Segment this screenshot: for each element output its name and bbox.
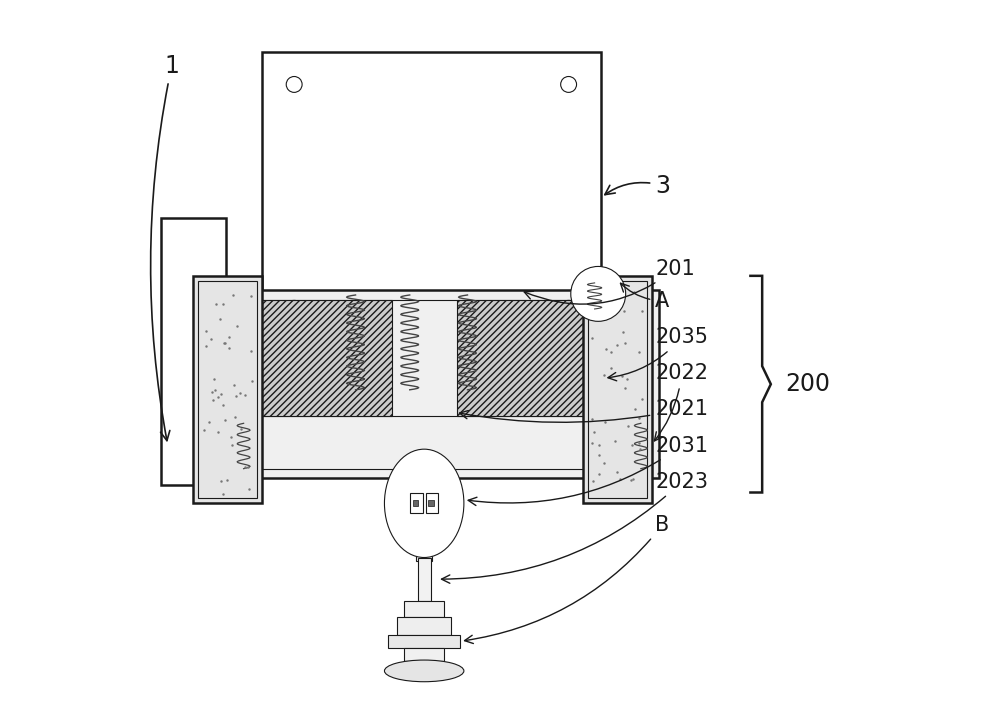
Text: A: A xyxy=(620,283,670,311)
Polygon shape xyxy=(235,299,392,468)
Text: 1: 1 xyxy=(151,54,179,441)
Bar xyxy=(413,500,418,506)
Bar xyxy=(262,52,601,326)
Text: B: B xyxy=(465,515,670,644)
Bar xyxy=(418,558,431,601)
Circle shape xyxy=(561,300,577,316)
Bar xyxy=(404,647,444,660)
Bar xyxy=(388,635,460,647)
Text: 2022: 2022 xyxy=(654,363,708,441)
Text: 2023: 2023 xyxy=(441,472,708,584)
Bar xyxy=(404,601,444,617)
Circle shape xyxy=(286,77,302,92)
Ellipse shape xyxy=(384,450,464,558)
Circle shape xyxy=(571,267,626,321)
Circle shape xyxy=(561,77,577,92)
Text: 2035: 2035 xyxy=(608,327,708,381)
Bar xyxy=(428,500,434,506)
Bar xyxy=(193,276,262,503)
Bar xyxy=(426,493,438,513)
Text: 2031: 2031 xyxy=(468,436,708,505)
Polygon shape xyxy=(457,299,650,468)
Text: 200: 200 xyxy=(785,372,830,396)
Bar xyxy=(226,290,659,478)
Bar xyxy=(416,478,432,561)
Text: 3: 3 xyxy=(605,173,670,197)
Circle shape xyxy=(286,300,302,316)
Bar xyxy=(397,617,451,635)
Text: 2021: 2021 xyxy=(459,399,708,423)
Bar xyxy=(161,218,226,485)
Bar xyxy=(410,493,423,513)
Ellipse shape xyxy=(384,660,464,681)
Bar xyxy=(235,299,650,468)
Bar xyxy=(588,281,647,498)
Bar xyxy=(198,281,257,498)
Bar xyxy=(583,276,652,503)
Text: 201: 201 xyxy=(524,259,695,304)
